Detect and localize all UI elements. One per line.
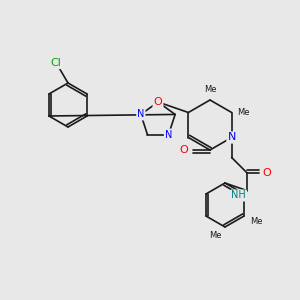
Text: Me: Me [209,230,221,239]
Text: O: O [262,167,271,178]
Text: O: O [180,145,188,155]
Text: Me: Me [204,85,216,94]
Text: N: N [227,133,236,142]
Text: NH: NH [231,190,246,200]
Text: Cl: Cl [51,58,62,68]
Text: N: N [165,130,172,140]
Text: Me: Me [237,108,250,117]
Text: O: O [154,97,162,107]
Text: Me: Me [250,217,262,226]
Text: N: N [137,110,145,119]
